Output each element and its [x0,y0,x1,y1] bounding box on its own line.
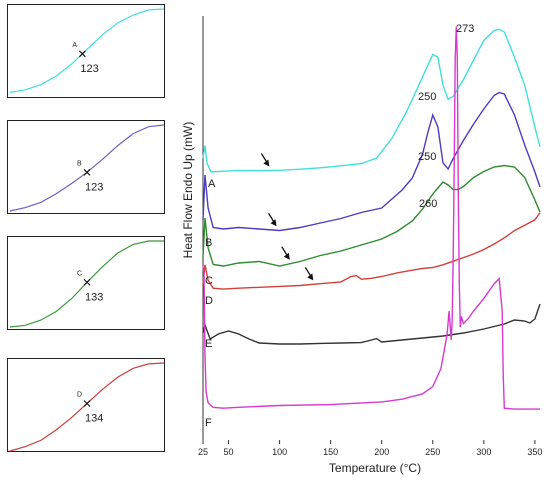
inset-panel-c: C 133 [7,236,165,330]
series-label-d: D [205,295,213,307]
inset-midpoint-value: 123 [85,181,103,193]
arrow-head [307,273,314,281]
series-line-f [202,26,540,410]
x-tick-label: 25 [198,447,208,457]
x-tick-label: 100 [272,447,287,457]
inset-midpoint-value: 123 [80,63,98,75]
inset-panel-b: B 123 [7,120,165,214]
series-label-f: F [205,417,212,429]
annotation-group: A B CD E F 250 250 260 273 [205,23,474,429]
series-line-e [202,303,541,345]
peak-annotation: 250 [418,151,436,163]
inset-plot-a: A 123 [9,8,165,93]
inset-plot-c: C 133 [9,240,164,328]
series-line-a [202,28,541,173]
inset-panel-a: A 123 [7,4,165,98]
series-label-b: B [205,237,212,249]
series-line-b [202,91,541,232]
arrow-head [270,219,277,227]
peak-annotation: 273 [456,23,474,35]
series-label-c: C [205,275,213,287]
inset-curve-label: B [77,160,82,167]
inset-curve-label: D [77,391,82,398]
series-line-c [202,164,541,267]
x-axis-ticks: 25 50 100 150 200 250 300 350 [198,440,542,457]
series-group [202,26,541,410]
inset-series-line [9,8,165,93]
x-tick-label: 200 [374,447,389,457]
x-tick-label: 50 [224,447,234,457]
series-label-e: E [205,338,212,350]
peak-annotation: 260 [419,198,437,210]
arrow-head [283,252,290,260]
inset-plot-d: D 134 [9,362,165,452]
x-tick-label: 300 [476,447,491,457]
series-line-d [202,212,541,290]
inset-midpoint-value: 133 [85,291,103,303]
inset-plot-b: B 123 [9,124,165,212]
midpoint-marker [83,278,91,286]
inset-curve-label: C [77,270,82,277]
inset-midpoint-value: 134 [85,412,103,424]
arrow-head [263,159,270,167]
peak-annotation: 250 [418,91,436,103]
y-axis-label: Heat Flow Endo Up (mW) [181,122,195,259]
x-tick-label: 150 [323,447,338,457]
inset-panel-d: D 134 [7,358,165,452]
midpoint-marker [78,50,86,58]
series-label-a: A [208,178,216,190]
midpoint-marker [83,168,91,176]
midpoint-marker [83,400,91,407]
x-tick-label: 250 [425,447,440,457]
x-tick-label: 350 [527,447,542,457]
inset-curve-label: A [72,42,77,49]
x-axis-label: Temperature (°C) [329,461,421,475]
